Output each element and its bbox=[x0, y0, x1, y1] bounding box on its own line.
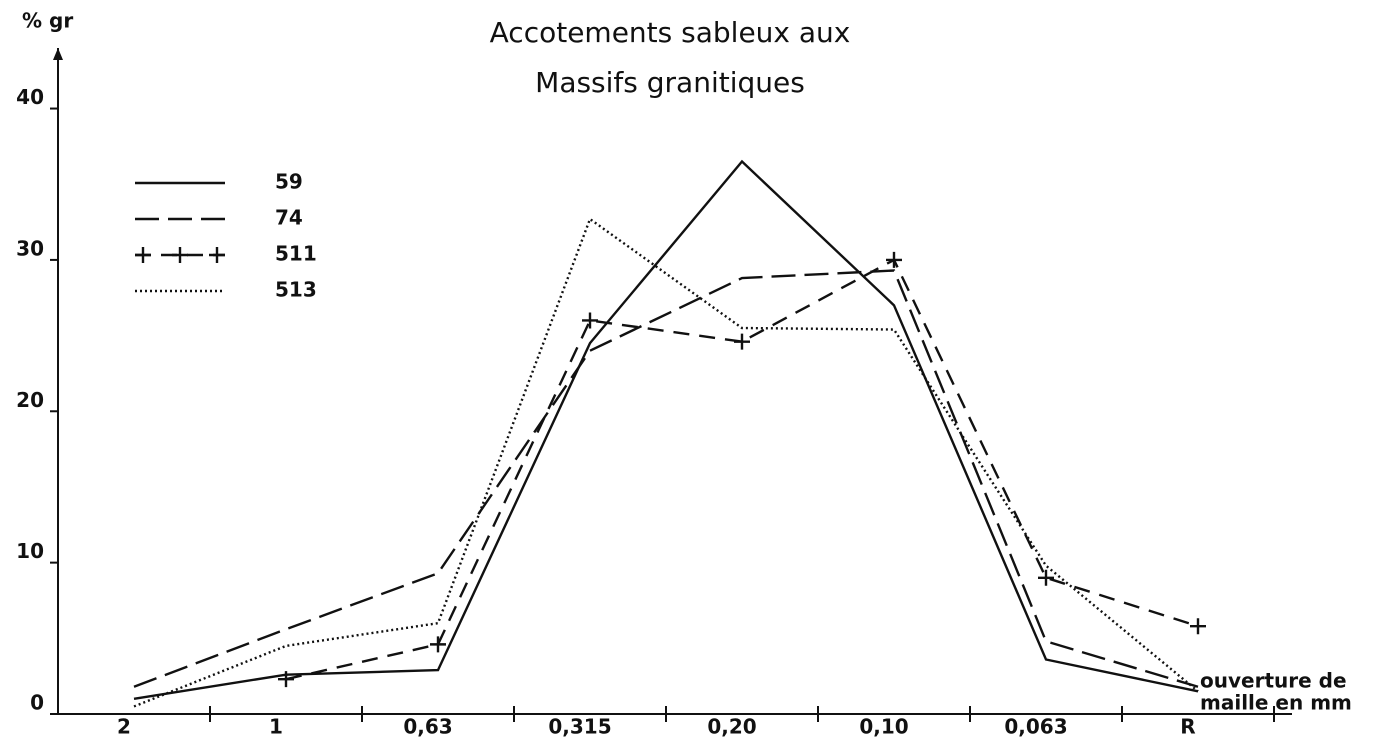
x-axis-label: ouverture de bbox=[1200, 669, 1347, 693]
x-tick-label: 0,20 bbox=[707, 715, 756, 739]
x-tick-label: R bbox=[1180, 715, 1195, 739]
plus-marker bbox=[1190, 618, 1206, 635]
plus-marker bbox=[209, 247, 225, 263]
y-tick-label: 40 bbox=[16, 85, 44, 109]
plus-marker bbox=[172, 247, 188, 263]
y-tick-label: 0 bbox=[30, 691, 44, 715]
chart-title: Accotements sableux aux bbox=[490, 16, 851, 49]
plus-marker bbox=[430, 636, 446, 653]
y-tick-label: 20 bbox=[16, 388, 44, 412]
legend-label: 59 bbox=[275, 170, 303, 194]
plus-marker bbox=[278, 671, 294, 688]
x-tick-label: 2 bbox=[117, 715, 131, 739]
x-tick-label: 0,10 bbox=[859, 715, 908, 739]
series-line bbox=[133, 159, 1199, 701]
x-tick-label: 1 bbox=[269, 715, 283, 739]
chart-title: Massifs granitiques bbox=[535, 66, 805, 99]
legend-label: 74 bbox=[275, 206, 303, 230]
series-line bbox=[133, 269, 1199, 688]
plus-marker bbox=[1038, 569, 1054, 586]
plus-marker bbox=[582, 312, 598, 329]
y-tick-label: 30 bbox=[16, 236, 44, 260]
y-axis-label: % gr bbox=[22, 9, 73, 33]
x-axis-label: maille en mm bbox=[1200, 691, 1352, 715]
plus-marker bbox=[135, 247, 151, 263]
y-tick-label: 10 bbox=[16, 539, 44, 563]
x-tick-label: 0,063 bbox=[1004, 715, 1067, 739]
series-line bbox=[285, 258, 1199, 681]
x-tick-label: 0,315 bbox=[548, 715, 611, 739]
x-tick-label: 0,63 bbox=[403, 715, 452, 739]
plus-marker bbox=[886, 251, 902, 268]
legend-label: 513 bbox=[275, 278, 317, 302]
legend-label: 511 bbox=[275, 242, 317, 266]
plus-marker bbox=[734, 333, 750, 350]
y-axis-arrow bbox=[53, 48, 63, 60]
